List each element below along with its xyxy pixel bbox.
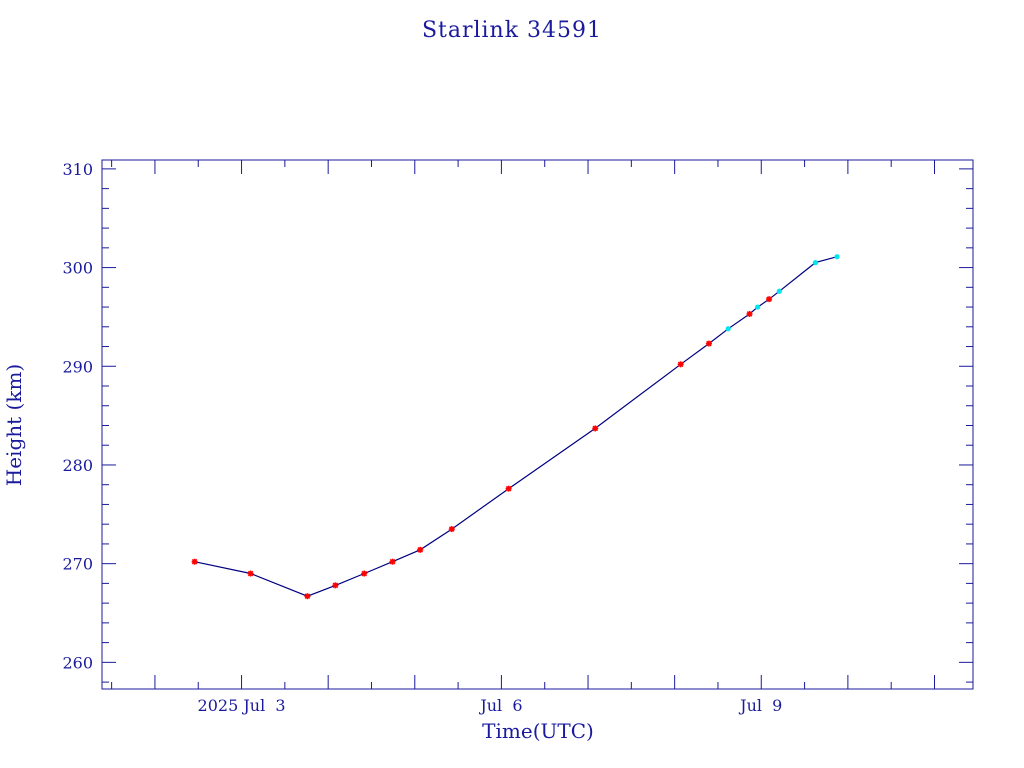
data-point	[776, 288, 782, 294]
data-point	[592, 425, 599, 432]
x-axis-label: Time(UTC)	[482, 719, 594, 743]
data-point	[834, 254, 840, 260]
data-point	[417, 546, 424, 553]
x-tick-label: Jul 9	[738, 696, 782, 715]
data-point	[191, 558, 198, 565]
data-point	[705, 340, 712, 347]
data-point	[247, 570, 254, 577]
y-tick-label: 290	[62, 357, 93, 376]
data-point	[389, 558, 396, 565]
data-point	[304, 593, 311, 600]
y-tick-label: 260	[62, 653, 93, 672]
y-tick-label: 310	[62, 160, 93, 179]
data-points	[191, 254, 840, 600]
data-point	[505, 485, 512, 492]
series-line	[194, 256, 838, 597]
data-point	[812, 260, 819, 266]
x-tick-label: 2025 Jul 3	[198, 696, 286, 715]
y-tick-label: 280	[62, 456, 93, 475]
data-point	[746, 310, 753, 317]
data-point	[766, 296, 773, 303]
data-point	[755, 304, 761, 310]
y-tick-label: 270	[62, 555, 93, 574]
plot-frame	[101, 159, 974, 690]
tick-labels: 260 270 280 290 300 310 2025 Jul 3 Jul 6 Jul 9	[62, 160, 782, 715]
y-tick-label: 300	[62, 259, 93, 278]
data-point	[448, 526, 455, 533]
data-point	[361, 570, 368, 577]
y-axis-label: Height (km)	[2, 364, 26, 486]
x-tick-label: Jul 6	[478, 696, 522, 715]
data-point	[725, 326, 731, 332]
axes	[101, 159, 974, 690]
data-point	[332, 582, 339, 589]
chart-title: Starlink 34591	[422, 18, 602, 43]
axis-ticks	[102, 160, 973, 689]
series-path	[194, 256, 838, 597]
data-point	[677, 361, 684, 368]
